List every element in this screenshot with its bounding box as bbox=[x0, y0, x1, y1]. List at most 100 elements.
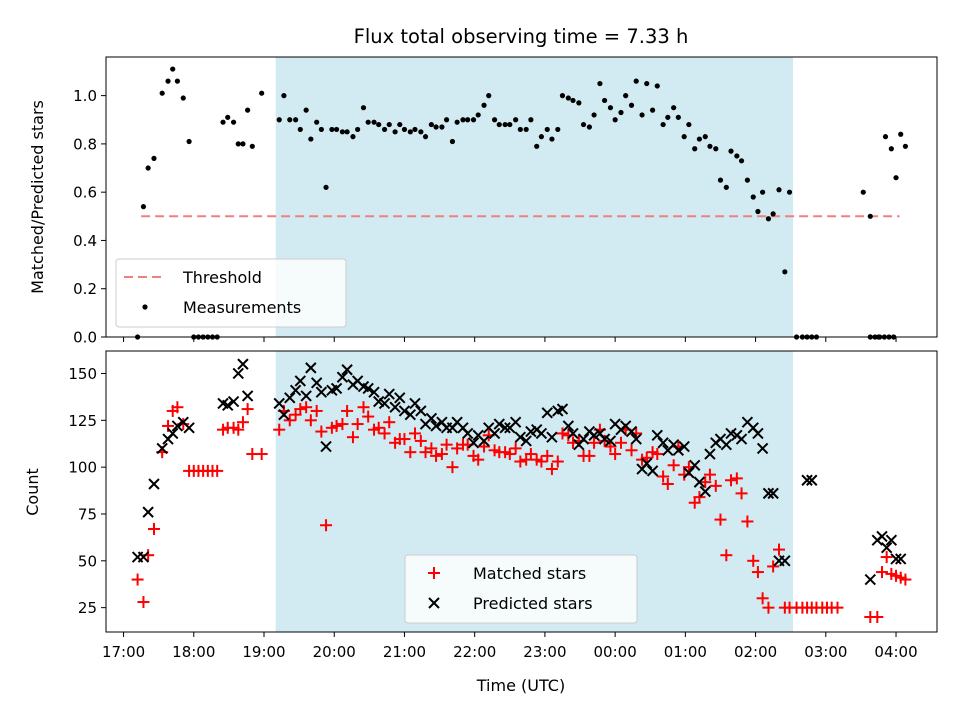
measurement-point bbox=[507, 121, 513, 128]
bottom-legend: Matched stars Predicted stars bbox=[404, 554, 638, 624]
measurement-point bbox=[760, 189, 766, 195]
measurement-point bbox=[513, 117, 519, 123]
legend-matched-marker bbox=[428, 567, 440, 579]
measurement-point bbox=[339, 129, 346, 135]
x-tick-label: 19:00 bbox=[242, 643, 285, 661]
predicted-star-stroke bbox=[409, 397, 421, 410]
matched-star-point bbox=[503, 448, 516, 461]
measurement-point bbox=[517, 126, 523, 133]
predicted-star-stroke bbox=[704, 448, 716, 460]
predicted-star-stroke bbox=[398, 405, 411, 417]
predicted-star-stroke bbox=[499, 422, 511, 434]
predicted-star-point bbox=[273, 397, 285, 410]
predicted-star-stroke bbox=[378, 397, 391, 410]
predicted-star-stroke bbox=[483, 422, 495, 434]
legend-measurements-label: Measurements bbox=[183, 298, 301, 317]
measurement-point bbox=[170, 66, 176, 72]
matched-star-point bbox=[747, 554, 760, 567]
x-tick-label: 00:00 bbox=[594, 643, 637, 661]
measurement-point bbox=[333, 126, 340, 133]
predicted-star-point bbox=[404, 408, 417, 421]
predicted-star-point bbox=[641, 457, 653, 470]
predicted-star-point bbox=[289, 384, 302, 397]
predicted-star-stroke bbox=[641, 457, 653, 470]
top-panel: 0.0 0.2 0.4 0.6 0.8 1.0 Matched/Predicted sta… bbox=[28, 56, 938, 347]
predicted-star-point bbox=[672, 444, 685, 456]
predicted-star-stroke bbox=[451, 416, 463, 428]
predicted-star-stroke bbox=[806, 474, 818, 486]
measurement-point bbox=[249, 143, 255, 149]
predicted-star-point bbox=[885, 534, 898, 546]
predicted-star-point bbox=[300, 390, 312, 402]
predicted-star-stroke bbox=[167, 427, 179, 440]
matched-star-point bbox=[357, 401, 370, 414]
matched-star-point bbox=[315, 425, 328, 438]
matched-star-point bbox=[640, 451, 653, 464]
measurement-point bbox=[882, 134, 889, 140]
measurement-point bbox=[174, 78, 180, 84]
measurement-point bbox=[407, 129, 413, 135]
predicted-star-stroke bbox=[689, 459, 701, 471]
matched-star-point bbox=[730, 472, 743, 485]
x-tick-label: 03:00 bbox=[804, 643, 847, 661]
x-tick-label: 18:00 bbox=[172, 643, 215, 661]
predicted-star-stroke bbox=[183, 422, 195, 434]
predicted-star-stroke bbox=[357, 380, 370, 393]
matched-star-point bbox=[241, 403, 254, 416]
predicted-star-stroke bbox=[217, 397, 229, 410]
measurement-point bbox=[591, 112, 597, 118]
predicted-star-stroke bbox=[284, 392, 296, 404]
matched-star-point bbox=[756, 592, 769, 605]
measurement-point bbox=[230, 119, 237, 125]
predicted-star-stroke bbox=[389, 401, 401, 413]
measurement-point bbox=[220, 119, 226, 125]
predicted-star-point bbox=[142, 506, 154, 518]
predicted-star-point bbox=[362, 382, 374, 395]
predicted-star-point bbox=[756, 442, 769, 455]
predicted-star-stroke bbox=[735, 433, 748, 445]
predicted-star-stroke bbox=[699, 485, 711, 498]
measurement-point bbox=[559, 93, 566, 99]
matched-star-point bbox=[211, 464, 224, 477]
predicted-star-point bbox=[425, 412, 438, 425]
measurement-point bbox=[723, 184, 729, 190]
predicted-star-stroke bbox=[273, 397, 285, 410]
predicted-star-stroke bbox=[864, 573, 876, 586]
predicted-star-point bbox=[148, 478, 160, 490]
predicted-star-point bbox=[546, 431, 558, 443]
measurement-point bbox=[649, 107, 656, 113]
predicted-star-stroke bbox=[171, 420, 184, 432]
predicted-star-stroke bbox=[461, 427, 474, 440]
bottom-legend-box bbox=[404, 554, 638, 624]
matched-star-point bbox=[304, 414, 317, 427]
measurement-point bbox=[549, 136, 555, 142]
predicted-star-stroke bbox=[514, 431, 527, 443]
measurement-point bbox=[392, 129, 398, 135]
predicted-star-point bbox=[801, 474, 813, 486]
measurement-point bbox=[449, 138, 456, 145]
predicted-star-stroke bbox=[567, 427, 579, 440]
matched-star-point bbox=[588, 436, 601, 449]
predicted-star-stroke bbox=[232, 367, 244, 380]
predicted-star-stroke bbox=[237, 358, 249, 370]
matched-star-point bbox=[408, 427, 421, 440]
measurement-point bbox=[544, 126, 550, 133]
predicted-star-point bbox=[541, 407, 553, 419]
measurement-point bbox=[602, 97, 608, 104]
measurement-point bbox=[180, 95, 186, 101]
predicted-star-point bbox=[237, 358, 249, 370]
measurement-point bbox=[728, 148, 734, 154]
measurement-point bbox=[633, 78, 639, 84]
predicted-star-stroke bbox=[289, 384, 302, 397]
measurement-point bbox=[902, 143, 908, 149]
measurement-point bbox=[329, 126, 335, 133]
measurement-point bbox=[314, 119, 320, 125]
measurement-point bbox=[660, 121, 666, 128]
matched-star-point bbox=[351, 418, 364, 431]
measurement-point bbox=[713, 146, 719, 152]
measurement-point bbox=[465, 117, 471, 123]
measurement-point bbox=[618, 109, 624, 116]
predicted-star-stroke bbox=[747, 422, 759, 434]
matched-star-point bbox=[435, 448, 448, 461]
matched-star-point bbox=[725, 474, 738, 487]
